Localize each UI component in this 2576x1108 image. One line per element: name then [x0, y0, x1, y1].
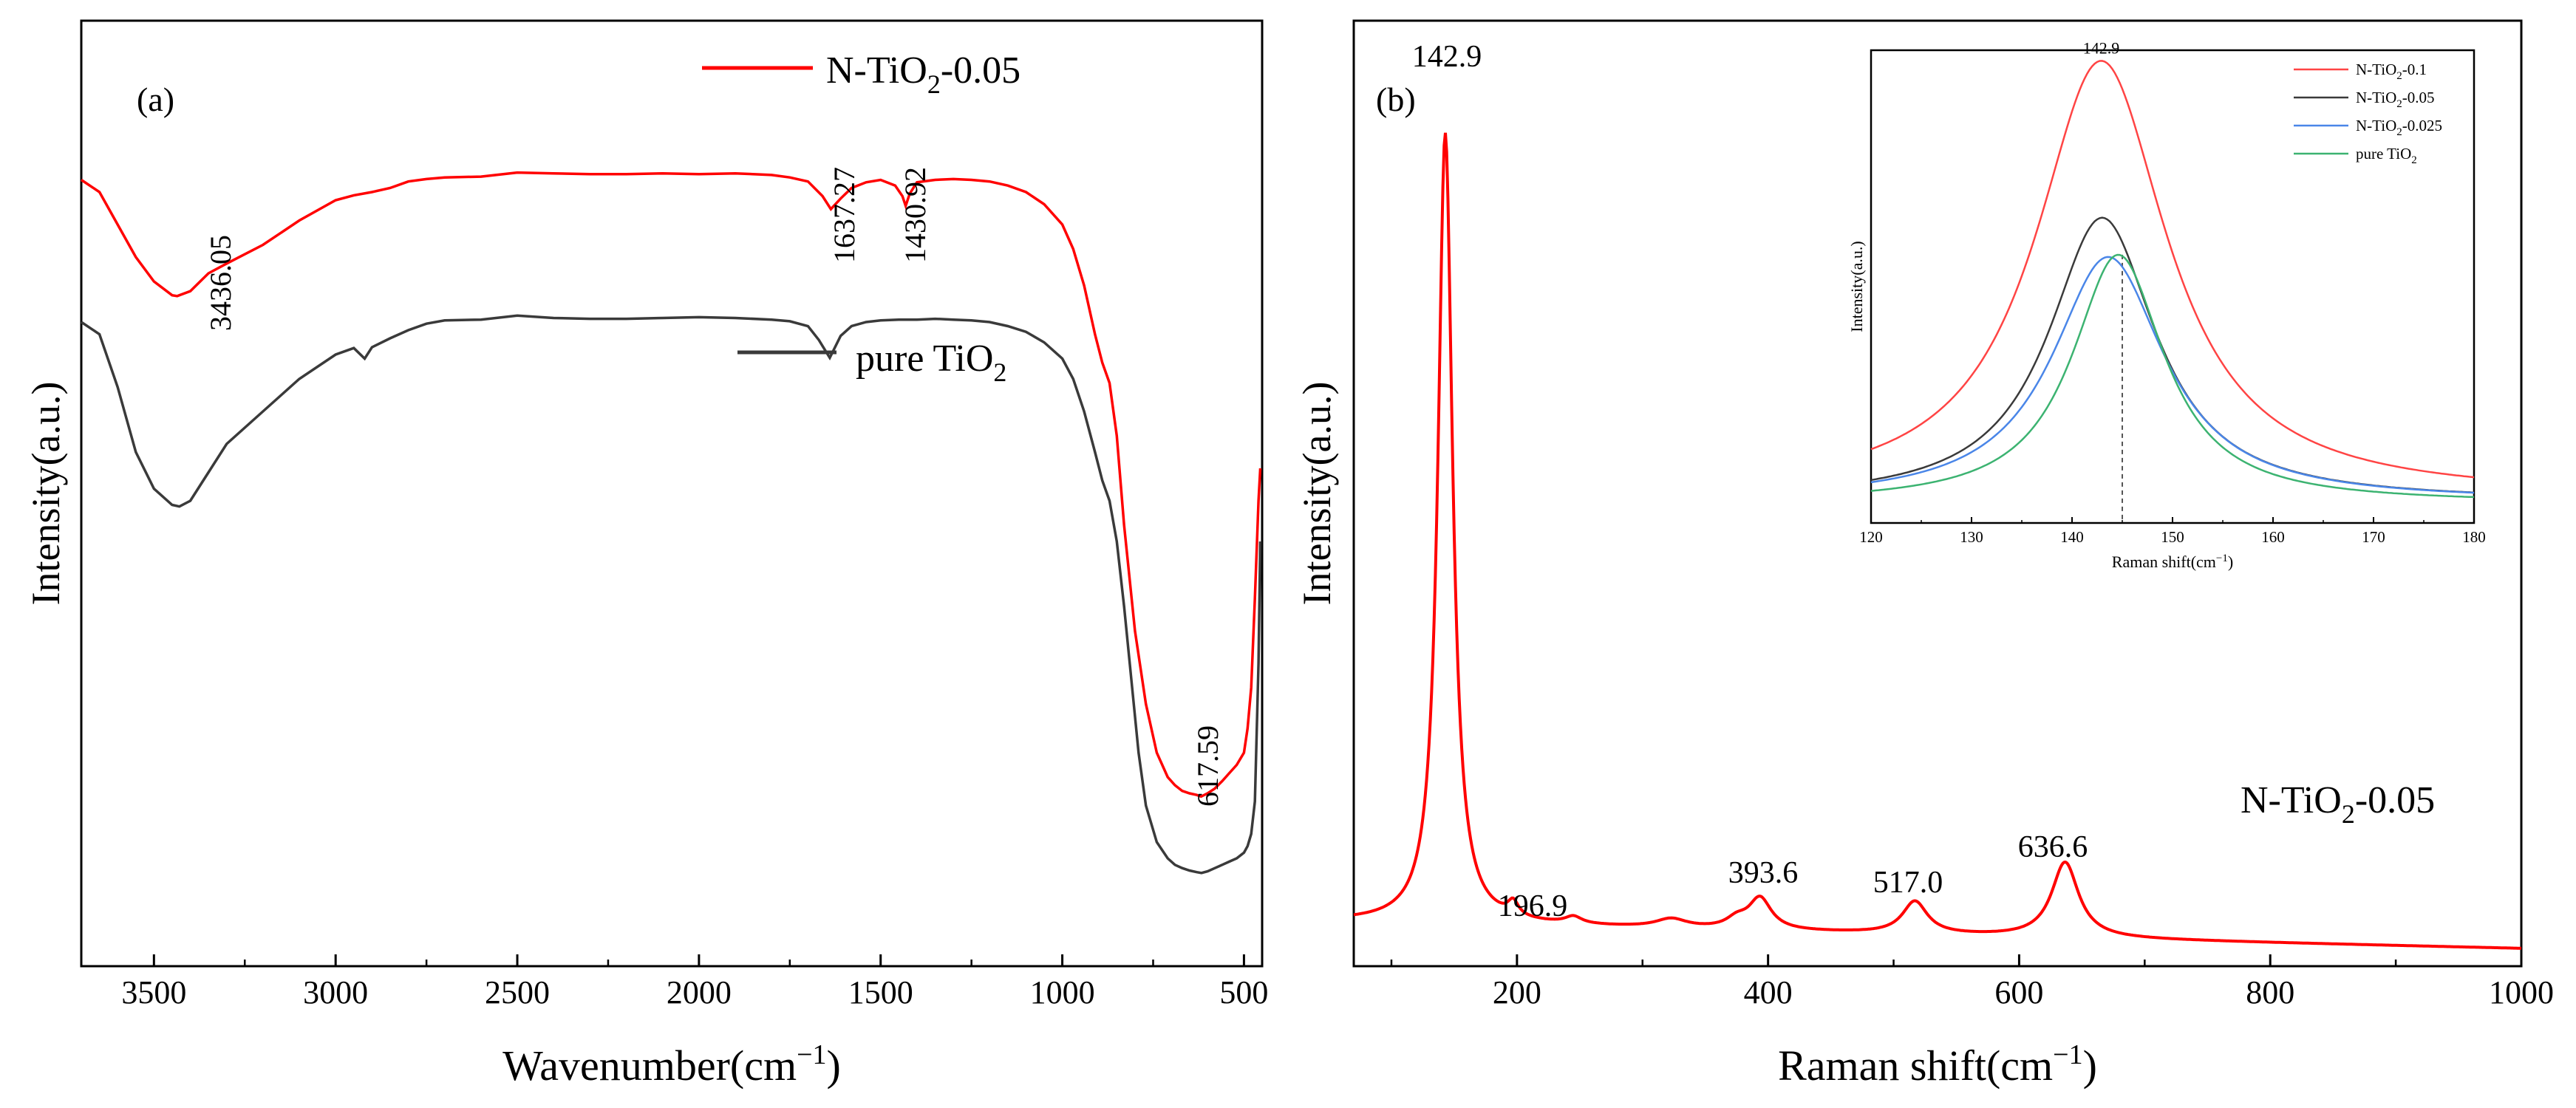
panel-b-x-tick-1000-label: 1000 — [2489, 974, 2554, 1010]
inset-x-axis-label: Raman shift(cm−1) — [2112, 553, 2233, 571]
inset-x-tick-120-label: 120 — [1859, 528, 1883, 546]
inset-legend-pure-tio2: pure TiO2 — [2356, 145, 2417, 166]
panel-b-peak-label-517.0: 517.0 — [1873, 866, 1943, 900]
inset-y-axis-label: Intensity(a.u.) — [1847, 241, 1866, 332]
panel-a-x-tick-2000-label: 2000 — [667, 974, 732, 1010]
inset-x-tick-160-label: 160 — [2261, 528, 2285, 546]
inset-x-tick-140-label: 140 — [2060, 528, 2084, 546]
panel-b-x-axis-label: Raman shift(cm−1) — [1778, 1039, 2097, 1090]
panel-b-x-tick-800-label: 800 — [2246, 974, 2294, 1010]
panel-b-x-tick-200-label: 200 — [1493, 974, 1541, 1010]
panel-a-frame — [80, 19, 1264, 968]
panel-a-x-axis-label: Wavenumber(cm−1) — [502, 1039, 841, 1090]
panel-b-x-tick-600-label: 600 — [1994, 974, 2043, 1010]
panel-a-x-tick-3500-label: 3500 — [121, 974, 186, 1010]
inset-x-tick-130-label: 130 — [1960, 528, 1983, 546]
inset-legend-n-tio2-0.025: N-TiO2-0.025 — [2356, 117, 2442, 138]
panel-b-peak-label-142.9: 142.9 — [1412, 40, 1482, 74]
panel-a-y-axis-label: Intensity(a.u.) — [24, 382, 68, 606]
inset-legend-n-tio2-0.05: N-TiO2-0.05 — [2356, 89, 2435, 110]
panel-a-label: (a) — [137, 81, 174, 118]
panel-b-label: (b) — [1376, 81, 1416, 118]
inset-series-n-tio2-0.025 — [1870, 256, 2475, 494]
panel-b-y-axis-label: Intensity(a.u.) — [1295, 382, 1339, 606]
inset-series-pure-tio2 — [1870, 253, 2475, 499]
panel-a-series-n-tio2-0.05 — [81, 171, 1262, 798]
panel-a-x-tick-500-label: 500 — [1219, 974, 1268, 1010]
panel-a-peak-label-618: 617.59 — [1191, 725, 1224, 807]
panel-a-x-tick-3000-label: 3000 — [303, 974, 368, 1010]
inset-x-tick-180-label: 180 — [2462, 528, 2486, 546]
panel-a-series-pure-tio2 — [81, 314, 1262, 875]
panel-a-x-tick-1500-label: 1500 — [848, 974, 913, 1010]
inset-series-n-tio2-0.1 — [1870, 60, 2475, 479]
panel-a-legend-n-tio2-0.05: N-TiO2-0.05 — [826, 49, 1020, 99]
panel-a-peak-label-1637: 1637.27 — [828, 167, 861, 263]
panel-b-peak-label-636.6: 636.6 — [2018, 830, 2088, 864]
inset-legend-n-tio2-0.1: N-TiO2-0.1 — [2356, 61, 2427, 82]
panel-a-peak-label-3436: 3436.05 — [204, 235, 237, 331]
panel-a-peak-label-1431: 1430.92 — [899, 167, 932, 263]
panel-b-x-tick-400-label: 400 — [1744, 974, 1793, 1010]
inset-legend: N-TiO2-0.1 N-TiO2-0.05 N-TiO2-0.025 pure… — [2294, 61, 2442, 166]
panel-b-series-n-tio2-0.05 — [1353, 132, 2521, 950]
panel-a-x-axis: 3500 3000 2500 2000 1500 1000 500 — [121, 954, 1268, 1010]
panel-b-sample-label: N-TiO2-0.05 — [2241, 779, 2435, 829]
panel-b-x-axis: 200 400 600 800 1000 — [1390, 954, 2554, 1010]
inset-peak-label: 142.9 — [2083, 38, 2120, 57]
inset-x-tick-150-label: 150 — [2161, 528, 2184, 546]
panel-a-x-tick-2500-label: 2500 — [485, 974, 550, 1010]
panel-a-ftir-chart: 3500 3000 2500 2000 1500 1000 500 (a) N-TiO2-0… — [24, 19, 1268, 1090]
panel-a-legend-pure-tio2: pure TiO2 — [856, 338, 1006, 387]
panel-b-inset-chart: 120 130 140 150 160 170 180 142.9 N-TiO2-0.1 N… — [1847, 38, 2486, 571]
panel-b-raman-chart: 200 400 600 800 1000 (b) 142.9 196.9 393.6 5… — [1295, 19, 2554, 1090]
inset-x-axis: 120 130 140 150 160 170 180 — [1859, 517, 2486, 546]
panel-b-peak-label-196.9: 196.9 — [1498, 889, 1568, 923]
inset-x-tick-170-label: 170 — [2362, 528, 2385, 546]
panel-b-peak-label-393.6: 393.6 — [1728, 856, 1799, 890]
panel-b-frame — [1352, 19, 2523, 968]
panel-a-x-tick-1000-label: 1000 — [1030, 974, 1095, 1010]
